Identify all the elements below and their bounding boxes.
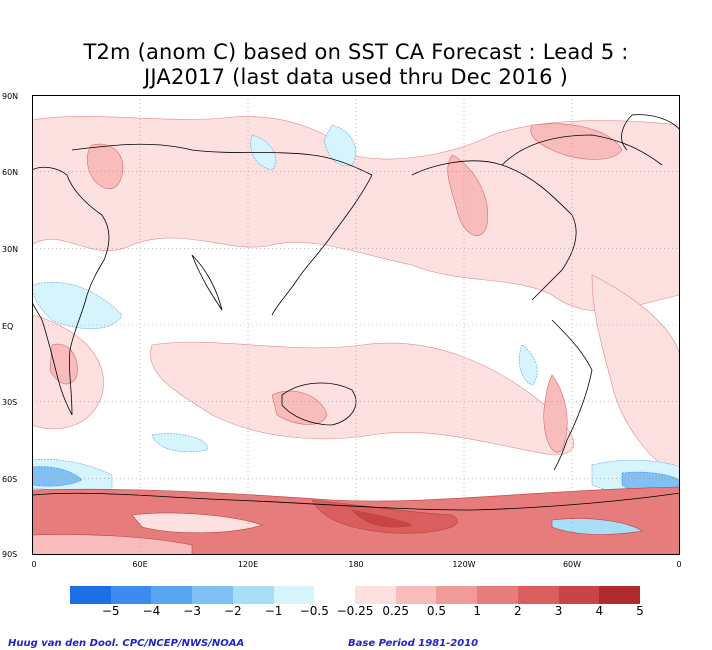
lat-label: EQ — [2, 322, 14, 331]
colorbar-segment — [192, 586, 233, 604]
colorbar-segment — [355, 586, 396, 604]
lon-label: 120W — [452, 560, 476, 569]
lat-label: 90S — [2, 550, 18, 559]
colorbar-tick-label: −2 — [223, 604, 242, 618]
colorbar-segment — [70, 586, 111, 604]
lat-label: 30S — [2, 398, 18, 407]
colorbar-segment — [558, 586, 600, 604]
author-credit: Huug van den Dool. CPC/NCEP/NWS/NOAA — [8, 638, 245, 649]
anomaly-map — [32, 95, 680, 555]
colorbar-segment — [477, 586, 518, 604]
colorbar-tick-label: −0.5 — [299, 604, 329, 618]
colorbar-tick-label: −3 — [183, 604, 201, 618]
colorbar-tick-label: 1 — [473, 604, 481, 618]
colorbar-tick-label: 0.25 — [382, 604, 410, 618]
title-line-1: T2m (anom C) based on SST CA Forecast : … — [83, 40, 629, 64]
graticule — [32, 95, 680, 555]
colorbar-segment — [599, 586, 641, 604]
lat-label: 60S — [2, 475, 18, 484]
base-period: Base Period 1981-2010 — [348, 638, 479, 649]
colorbar-segment — [517, 586, 559, 604]
colorbar-tick-label: −4 — [142, 604, 161, 618]
antarctic-positive-band — [32, 486, 680, 555]
colorbar-segment — [110, 586, 152, 604]
lon-label: 180 — [348, 560, 364, 569]
colorbar-segment — [273, 586, 315, 604]
colorbar-segment — [151, 586, 193, 604]
lon-label: 120E — [237, 560, 259, 569]
lon-label: 60W — [562, 560, 582, 569]
coastlines — [32, 114, 680, 511]
colorbar-tick-label: 5 — [636, 604, 644, 618]
colorbar-tick-label: −1 — [264, 604, 283, 618]
title-line-2: JJA2017 (last data used thru Dec 2016 ) — [144, 65, 568, 89]
lat-label: 90N — [2, 92, 19, 101]
anomaly-shading-positive-2 — [49, 123, 623, 453]
colorbar-tick-label: 2 — [514, 604, 522, 618]
lat-label: 30N — [2, 245, 19, 254]
colorbar-tick-label: 4 — [595, 604, 604, 618]
colorbar-tick-label: −5 — [101, 604, 120, 618]
colorbar-segment — [232, 586, 274, 604]
colorbar-segment — [314, 586, 356, 604]
map-frame — [32, 95, 680, 555]
lon-label: 60E — [132, 560, 148, 569]
colorbar — [70, 586, 641, 604]
lon-label: 0 — [676, 560, 682, 569]
colorbar-tick-label: −0.25 — [336, 604, 374, 618]
lon-label: 0 — [31, 560, 37, 569]
colorbar-segment — [395, 586, 437, 604]
lat-label: 60N — [2, 168, 19, 177]
colorbar-tick-label: 0.5 — [426, 604, 446, 618]
colorbar-tick-label: 3 — [554, 604, 563, 618]
colorbar-segment — [436, 586, 478, 604]
